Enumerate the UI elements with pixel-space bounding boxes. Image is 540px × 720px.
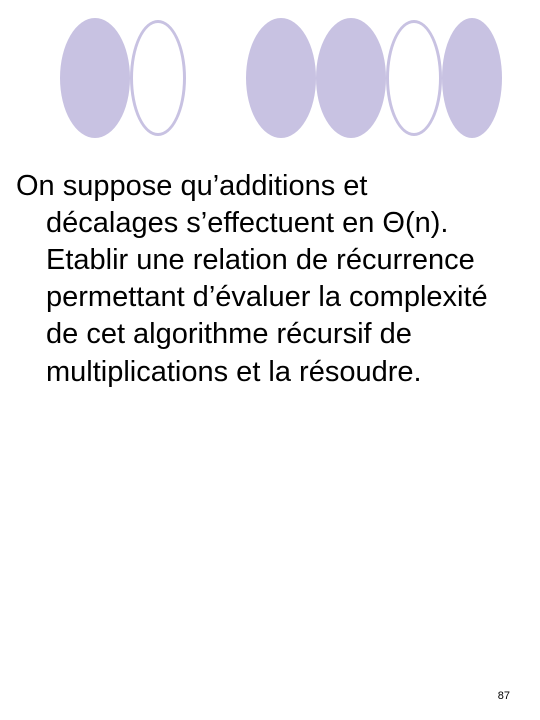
ellipse-4 [386, 20, 442, 136]
ellipse-0 [60, 18, 130, 138]
ellipse-2 [246, 18, 316, 138]
slide-body-text: On suppose qu’additions et décalages s’e… [16, 168, 521, 391]
body-rest: décalages s’effectuent en Θ(n). Etablir … [16, 205, 521, 391]
ellipse-3 [316, 18, 386, 138]
ellipse-5 [442, 18, 502, 138]
body-line1: On suppose qu’additions et [16, 170, 367, 202]
page-number: 87 [498, 690, 510, 702]
ellipse-1 [130, 20, 186, 136]
decorative-ellipse-row [60, 18, 490, 148]
